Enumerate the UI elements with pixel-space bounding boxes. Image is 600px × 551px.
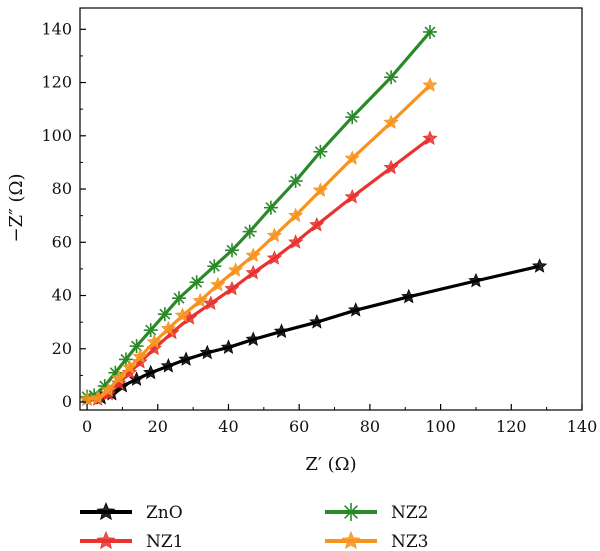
data-point-nz1 [309,216,325,232]
data-point-nz2 [345,110,360,125]
x-tick-label: 120 [496,417,527,436]
x-tick-label: 80 [360,417,380,436]
data-point-zno [273,323,290,338]
data-point-nz2 [422,24,437,39]
data-point-nz1 [287,234,304,249]
legend-item-nz3: NZ3 [325,530,429,551]
legend-label-nz3: NZ3 [391,532,429,551]
data-point-nz2 [313,144,328,159]
data-point-zno [401,288,417,304]
data-point-nz3 [146,334,162,349]
data-point-nz1 [344,188,360,204]
data-point-nz1 [383,159,399,175]
data-point-nz3 [312,182,329,197]
data-point-nz3 [266,227,283,243]
x-tick-label: 40 [218,417,238,436]
data-point-nz2 [207,259,222,274]
data-point-nz2 [143,323,158,338]
x-tick-label: 20 [148,417,168,436]
plot-frame [79,7,583,411]
data-point-zno [348,302,364,317]
data-point-zno [143,364,159,380]
legend-marker-nz1 [96,530,116,550]
data-point-nz3 [210,276,226,292]
data-point-nz2 [189,275,204,290]
data-point-nz1 [266,250,283,265]
data-point-nz3 [245,247,261,263]
y-tick-label: 120 [41,73,72,92]
data-point-nz1 [203,295,219,311]
x-axis-label: Z′ (Ω) [305,454,356,475]
data-point-nz3 [192,292,208,308]
legend-item-nz1: NZ1 [80,530,184,551]
plot-area [79,24,548,406]
y-tick-label: 40 [52,286,72,305]
data-point-nz3 [121,359,138,374]
axis-ticks: 0 20 40 60 80 100 120 140 0 20 40 60 80 100 120 140 [41,19,597,436]
data-point-nz1 [422,130,438,145]
data-point-nz3 [344,150,360,165]
data-point-nz2 [242,224,257,239]
data-point-nz1 [224,280,240,296]
data-point-nz2 [129,339,144,354]
y-tick-label: 100 [41,126,72,145]
x-tick-label: 140 [567,417,598,436]
data-point-nz3 [422,77,438,92]
data-point-nz3 [100,381,116,397]
legend-label-nz2: NZ2 [391,503,429,523]
data-point-nz3 [227,262,244,277]
y-tick-label: 0 [62,392,72,411]
x-tick-label: 60 [289,417,309,436]
data-point-zno [160,358,177,373]
x-tick-label: 0 [82,417,92,436]
legend-marker-nz3 [341,530,361,550]
data-point-zno [309,314,325,329]
y-axis-label: −Z″ (Ω) [6,173,27,242]
data-point-nz3 [287,207,304,223]
data-point-nz1 [111,375,127,390]
data-point-nz2 [263,200,278,215]
data-point-nz3 [160,320,177,336]
y-tick-label: 80 [52,179,72,198]
data-point-zno [468,272,484,288]
data-point-nz3 [132,348,148,364]
data-point-zno [199,344,215,360]
data-point-nz2 [171,291,186,306]
data-point-nz1 [245,264,261,280]
data-point-nz2 [288,174,303,189]
data-point-nz3 [174,307,191,322]
legend-label-nz1: NZ1 [146,532,184,551]
data-point-nz2 [157,307,172,322]
legend-item-zno: ZnO [80,501,183,523]
data-point-zno [531,258,548,273]
series-nz3 [79,77,438,406]
y-tick-label: 60 [52,232,72,251]
x-tick-label: 100 [425,417,456,436]
data-point-nz3 [111,370,127,385]
data-point-zno [220,339,237,354]
data-point-zno [178,351,194,366]
data-point-nz3 [90,389,106,405]
legend-marker-nz2 [342,503,360,521]
legend-marker-zno [96,501,116,521]
y-tick-label: 20 [52,339,72,358]
data-point-nz3 [383,114,399,129]
legend: ZnO NZ1 NZ2 NZ3 [80,501,429,551]
y-tick-label: 140 [41,19,72,38]
data-point-zno [245,331,261,346]
data-point-nz2 [225,243,240,258]
data-point-nz2 [384,70,399,85]
legend-label-zno: ZnO [146,503,183,523]
legend-item-nz2: NZ2 [325,503,429,523]
